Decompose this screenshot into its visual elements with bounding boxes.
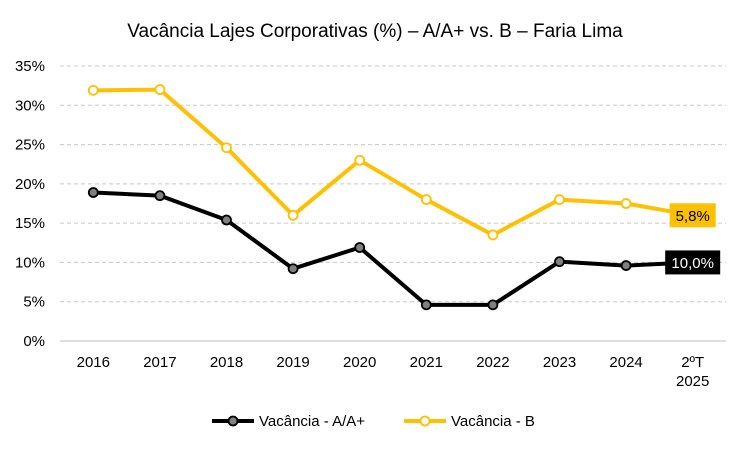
x-tick-label: 2025: [676, 373, 709, 390]
x-tick-label: 2023: [543, 354, 576, 371]
data-point: [221, 214, 232, 226]
x-tick-label: 2018: [210, 354, 243, 371]
end-label-box: [665, 250, 721, 275]
x-tick-label: 2020: [343, 354, 376, 371]
legend-label: Vacância - B: [451, 413, 535, 430]
end-label-box: [669, 203, 716, 228]
legend-item: Vacância - B: [404, 413, 535, 430]
legend: Vacância - A/A+ Vacância - B: [212, 413, 535, 430]
x-tick-label: 2017: [143, 354, 176, 371]
legend-item: Vacância - A/A+: [212, 413, 365, 430]
x-tick-label: 2019: [276, 354, 309, 371]
data-point: [487, 299, 499, 311]
chart-title: Vacância Lajes Corporativas (%) – A/A+ v…: [127, 21, 623, 42]
data-point: [620, 260, 632, 271]
x-tick-label: 2024: [609, 354, 642, 371]
data-point: [287, 209, 299, 221]
data-point: [154, 190, 166, 202]
legend-swatch-marker: [227, 415, 239, 427]
y-axis: 0% 5% 10% 15% 20% 25% 30% 35%: [15, 58, 45, 350]
end-label-text: 10,0%: [671, 255, 714, 272]
data-point: [420, 194, 432, 205]
data-point: [87, 187, 99, 198]
x-tick-label: 2022: [476, 354, 509, 371]
data-point: [620, 198, 632, 209]
series-line: [91, 190, 695, 307]
data-point: [420, 299, 432, 311]
data-point: [554, 194, 565, 205]
data-point: [287, 263, 299, 275]
y-tick-label: 30%: [15, 97, 45, 114]
data-point: [354, 242, 366, 253]
series-lines: [87, 84, 699, 311]
end-labels: 10,0% 5,8%: [665, 203, 721, 275]
y-tick-label: 35%: [15, 58, 45, 75]
y-tick-label: 25%: [15, 137, 45, 154]
data-point: [487, 229, 499, 241]
end-value-label: 5,8%: [669, 203, 716, 228]
y-tick-label: 10%: [15, 254, 45, 271]
y-tick-label: 0%: [23, 333, 45, 350]
end-value-label: 10,0%: [665, 250, 721, 275]
y-tick-label: 5%: [23, 294, 45, 311]
x-tick-label: 2021: [410, 354, 443, 371]
data-point: [154, 84, 166, 95]
x-tick-label: 2016: [77, 354, 110, 371]
x-tick-label: 2ºT: [681, 354, 704, 371]
y-tick-label: 15%: [15, 215, 45, 232]
data-point: [554, 256, 565, 268]
end-label-text: 5,8%: [676, 208, 710, 225]
data-point: [87, 84, 99, 96]
series-line: [91, 87, 695, 237]
y-tick-label: 20%: [15, 176, 45, 193]
x-axis: 2016 2017 2018 2019 2020 2021 2022 2023 2024 2ºT 2…: [77, 354, 710, 390]
legend-label: Vacância - A/A+: [259, 413, 365, 430]
gridlines: [60, 65, 726, 303]
data-point: [354, 154, 366, 166]
data-point: [221, 142, 232, 154]
legend-swatch-marker: [419, 415, 431, 427]
